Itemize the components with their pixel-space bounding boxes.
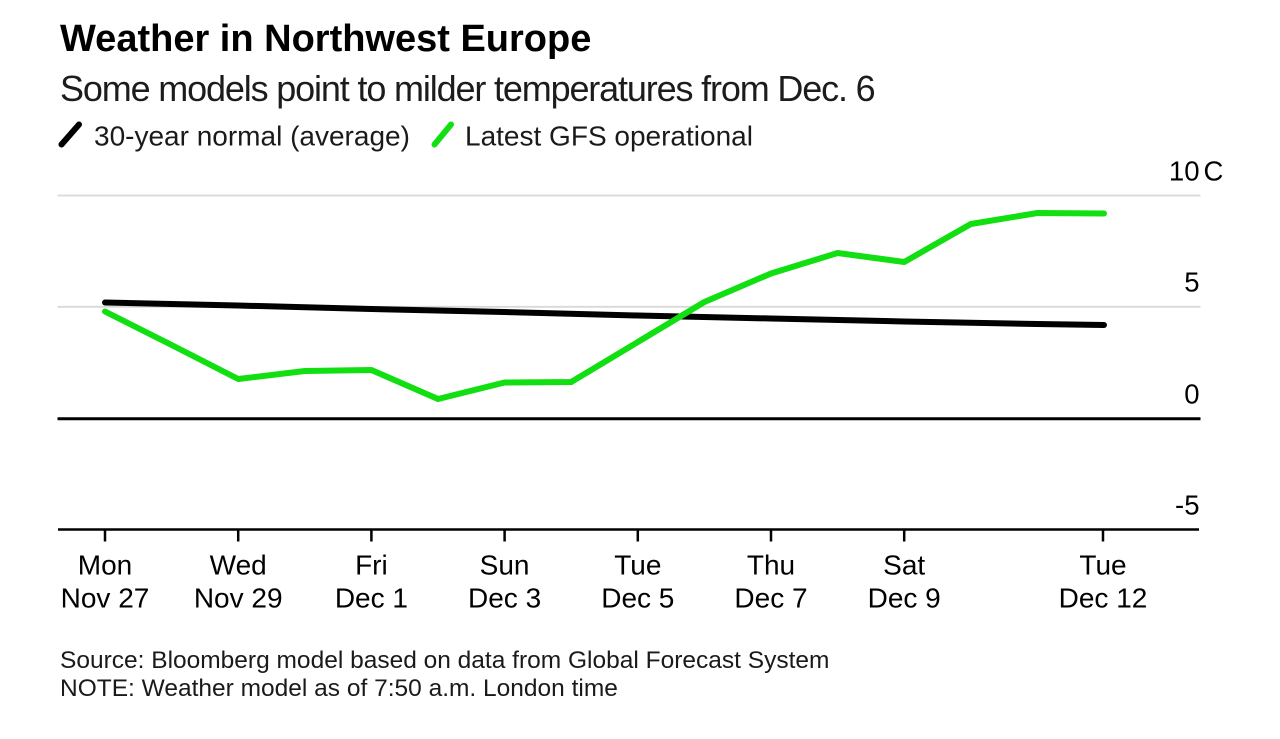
svg-text:Sat: Sat [883, 549, 925, 580]
svg-text:Dec 7: Dec 7 [734, 583, 807, 614]
svg-text:0: 0 [1184, 379, 1199, 410]
svg-text:Dec 12: Dec 12 [1059, 583, 1148, 614]
svg-text:Dec 5: Dec 5 [601, 583, 674, 614]
svg-text:Sun: Sun [480, 549, 530, 580]
svg-text:Nov 29: Nov 29 [194, 583, 283, 614]
svg-text:Tue: Tue [1079, 549, 1126, 580]
svg-text:C: C [1204, 155, 1224, 186]
svg-text:Thu: Thu [747, 549, 795, 580]
svg-text:Weather in Northwest Europe: Weather in Northwest Europe [60, 18, 591, 60]
svg-text:Latest GFS operational: Latest GFS operational [465, 121, 753, 152]
svg-text:-5: -5 [1175, 489, 1199, 520]
svg-text:Tue: Tue [614, 549, 661, 580]
svg-text:Some models point to milder te: Some models point to milder temperatures… [60, 68, 875, 109]
svg-text:Fri: Fri [355, 549, 388, 580]
svg-text:10: 10 [1169, 155, 1200, 186]
svg-text:Wed: Wed [210, 549, 267, 580]
svg-text:NOTE: Weather model as of 7:50: NOTE: Weather model as of 7:50 a.m. Lond… [60, 675, 618, 702]
svg-text:5: 5 [1184, 267, 1199, 298]
svg-text:Dec 3: Dec 3 [468, 583, 541, 614]
svg-text:Nov 27: Nov 27 [61, 583, 150, 614]
svg-text:Mon: Mon [78, 549, 132, 580]
svg-text:Dec 1: Dec 1 [335, 583, 408, 614]
svg-text:Dec 9: Dec 9 [868, 583, 941, 614]
svg-text:Source: Bloomberg model based: Source: Bloomberg model based on data fr… [60, 647, 829, 674]
svg-text:30-year normal (average): 30-year normal (average) [94, 121, 410, 152]
